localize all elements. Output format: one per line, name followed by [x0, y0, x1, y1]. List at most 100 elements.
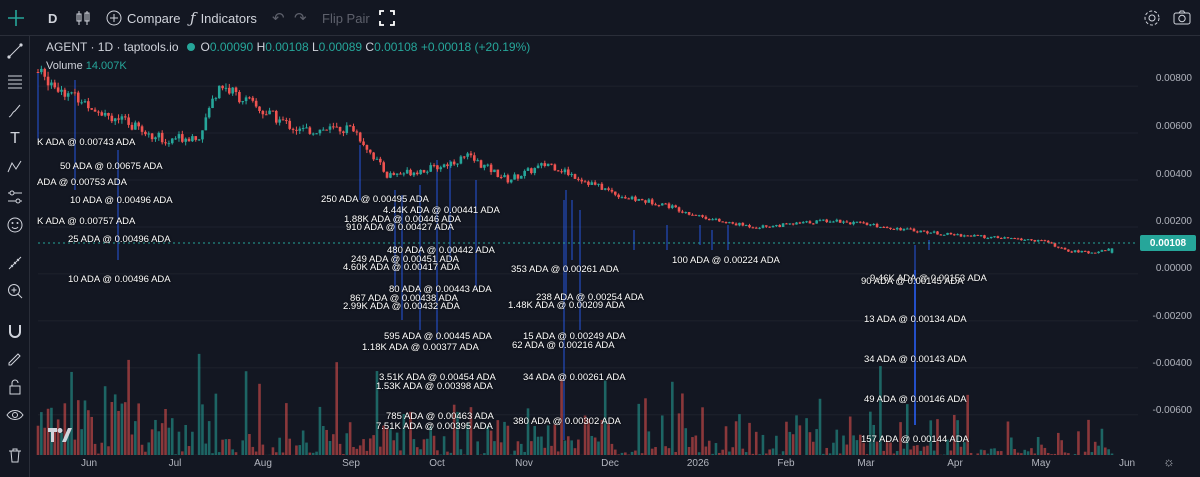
volume-bar: [422, 439, 426, 455]
candle-body: [335, 126, 339, 128]
zoom-in-icon[interactable]: [4, 280, 26, 302]
volume-bar: [221, 439, 224, 455]
trade-annotation: 910 ADA @ 0.00427 ADA: [346, 222, 454, 233]
volume-bar: [160, 423, 164, 455]
last-price-tag: 0.00108: [1140, 235, 1196, 251]
candle-body: [771, 225, 775, 228]
trash-icon[interactable]: [4, 444, 26, 466]
close-key: C: [365, 40, 375, 54]
volume-bar: [429, 426, 432, 455]
lock-drawing-icon[interactable]: [4, 346, 26, 368]
candle-body: [201, 130, 204, 140]
candle-body: [838, 219, 842, 223]
trade-annotation: 380 ADA @ 0.00302 ADA: [513, 416, 621, 427]
candle-body: [228, 87, 231, 94]
candle-body: [805, 221, 808, 223]
candle-body: [919, 230, 922, 233]
fullscreen-icon[interactable]: [378, 0, 396, 36]
candle-body: [110, 115, 114, 122]
volume-bar: [93, 443, 97, 455]
candle-body: [439, 167, 443, 170]
candle-body: [640, 199, 644, 201]
emoji-icon[interactable]: [4, 214, 26, 236]
volume-bar: [66, 431, 70, 455]
volume-bar: [828, 453, 832, 455]
plus-circle-icon: [106, 10, 122, 26]
brush-icon[interactable]: [4, 100, 26, 122]
candle-body: [748, 225, 751, 228]
measure-icon[interactable]: [4, 186, 26, 208]
y-tick: 0.00400: [1155, 169, 1192, 180]
volume-bar: [362, 439, 365, 455]
trade-annotation: 34 ADA @ 0.00261 ADA: [523, 372, 626, 383]
trade-annotation: 49 ADA @ 0.00146 ADA: [864, 394, 967, 405]
symbol-legend: AGENT · 1D · taptools.io O0.00090 H0.0010…: [46, 40, 530, 54]
undo-icon[interactable]: ↶: [272, 10, 285, 27]
candle-body: [345, 125, 349, 134]
candles-icon[interactable]: [74, 0, 92, 36]
fib-icon[interactable]: [4, 70, 26, 92]
text-icon[interactable]: T: [10, 130, 20, 147]
magnet-icon[interactable]: [4, 320, 26, 342]
volume-bar: [43, 427, 47, 455]
volume-bar: [711, 453, 714, 455]
trade-annotation: 25 ADA @ 0.00496 ADA: [68, 234, 171, 245]
candle-body: [358, 132, 362, 142]
candle-body: [694, 214, 698, 216]
volume-bar: [791, 434, 795, 455]
volume-bar: [321, 425, 325, 455]
candle-body: [476, 160, 479, 162]
volume-bar: [865, 454, 869, 455]
candle-body: [318, 129, 322, 134]
redo-icon[interactable]: ↷: [294, 10, 307, 27]
axis-settings-icon[interactable]: ☼: [1163, 454, 1175, 469]
candle-body: [281, 119, 285, 121]
volume-bar: [744, 452, 748, 455]
volume-bar: [707, 440, 711, 455]
crosshair-menu-icon[interactable]: [4, 0, 28, 36]
candle-body: [600, 183, 604, 190]
volume-bar: [902, 448, 906, 455]
volume-bar: [912, 445, 916, 455]
candle-body: [120, 116, 124, 120]
candle-body: [187, 138, 191, 142]
flip-pair-button[interactable]: Flip Pair: [322, 10, 370, 26]
price-axis[interactable]: 0.00800 0.00600 0.00400 0.00200 0.00000 …: [1140, 36, 1200, 456]
interval-button[interactable]: D: [48, 10, 58, 26]
volume-bar: [875, 441, 879, 455]
price-chart[interactable]: [31, 37, 1200, 477]
candle-body: [647, 199, 651, 203]
candle-body: [936, 231, 939, 235]
lock-icon[interactable]: [4, 376, 26, 398]
symbol-name[interactable]: AGENT · 1D · taptools.io: [46, 40, 179, 54]
settings-icon[interactable]: [1143, 0, 1161, 36]
volume-bar: [1010, 437, 1013, 455]
candle-body: [570, 174, 573, 176]
volume-bar: [395, 432, 399, 455]
volume-bar: [530, 441, 533, 455]
candle-body: [1087, 251, 1090, 254]
volume-bar: [1063, 452, 1067, 455]
camera-icon[interactable]: [1172, 0, 1192, 36]
volume-bar: [566, 436, 570, 455]
ruler-icon[interactable]: [4, 252, 26, 274]
candle-body: [842, 221, 845, 223]
candle-body: [214, 98, 218, 100]
compare-button[interactable]: Compare: [106, 0, 180, 36]
volume-bar: [1006, 421, 1010, 455]
volume-bar: [949, 450, 953, 455]
indicators-button[interactable]: ƒ Indicators: [190, 0, 257, 36]
candle-body: [848, 222, 852, 225]
candle-body: [909, 228, 912, 230]
candle-body: [1020, 238, 1023, 241]
pattern-icon[interactable]: [4, 156, 26, 178]
candle-body: [862, 222, 865, 224]
eye-icon[interactable]: [4, 404, 26, 426]
volume-bar: [446, 451, 449, 455]
trendline-icon[interactable]: [4, 40, 26, 62]
volume-bar: [107, 446, 110, 455]
volume-bar: [285, 403, 288, 455]
close-value: 0.00108: [374, 40, 418, 54]
volume-bar: [862, 442, 865, 455]
volume-bar: [610, 443, 614, 455]
